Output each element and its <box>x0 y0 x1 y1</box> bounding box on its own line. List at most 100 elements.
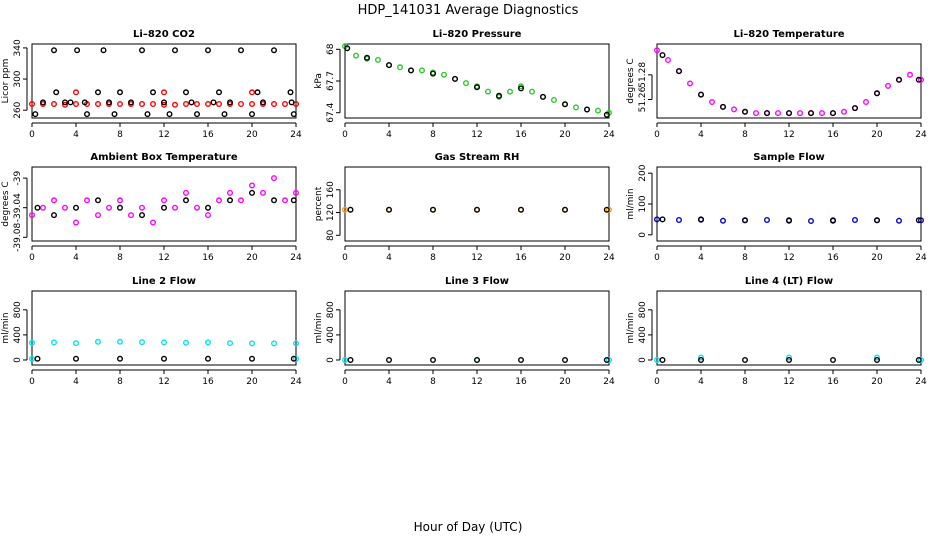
x-tick-label: 12 <box>158 130 169 140</box>
data-point-raw <box>918 76 925 83</box>
x-tick-label: 16 <box>515 253 527 263</box>
data-point-average <box>32 111 39 118</box>
data-point-average <box>40 99 47 106</box>
plot-frame <box>344 166 610 242</box>
data-point-average <box>260 99 267 106</box>
data-point-raw <box>419 67 426 74</box>
x-tick-label: 16 <box>202 130 214 140</box>
x-tick-label: 20 <box>871 130 883 140</box>
data-point-raw <box>293 355 300 362</box>
y-tick-label: 100 <box>638 195 648 212</box>
x-tick-label: 4 <box>698 377 704 387</box>
data-point-raw <box>62 101 69 108</box>
data-point-raw <box>149 219 156 226</box>
data-point-average <box>138 47 145 54</box>
x-tick-label: 16 <box>202 377 214 387</box>
data-point-raw <box>687 80 694 87</box>
data-point-raw <box>342 357 349 364</box>
data-point-raw <box>573 104 580 111</box>
x-tick-label: 8 <box>117 130 123 140</box>
panel-title: Li–820 Pressure <box>433 29 522 40</box>
data-point-average <box>742 108 749 115</box>
y-tick-label: -39.04 <box>13 193 23 222</box>
y-tick-label: 67.7 <box>326 71 336 91</box>
x-tick-label: 16 <box>827 253 839 263</box>
x-tick-label: 24 <box>603 377 615 387</box>
y-tick-label: -39 <box>13 170 23 185</box>
data-point-average <box>34 204 41 211</box>
y-tick-label: 200 <box>638 164 648 181</box>
data-point-raw <box>160 89 167 96</box>
data-point-raw <box>709 98 716 105</box>
data-point-average <box>94 89 101 96</box>
chart-panel-2: Li–820 Temperature 0 4 8 12 16 20 24 51.2651.28d… <box>626 29 927 140</box>
plot-frame <box>31 290 297 366</box>
data-point-average <box>474 84 481 91</box>
data-point-raw <box>105 204 112 211</box>
data-point-raw <box>138 100 145 107</box>
data-point-average <box>603 206 610 213</box>
data-point-average <box>452 75 459 82</box>
data-point-average <box>111 111 118 118</box>
data-point-raw <box>248 89 255 96</box>
y-tick-label: 51.26 <box>638 86 648 112</box>
x-tick-label: 24 <box>603 253 615 263</box>
x-tick-label: 0 <box>29 130 35 140</box>
data-point-raw <box>507 88 514 95</box>
panel-title: Gas Stream RH <box>435 152 520 163</box>
panel-title: Line 4 (LT) Flow <box>745 276 833 287</box>
plot-frame <box>31 166 297 242</box>
data-point-raw <box>204 212 211 219</box>
figure-title: HDP_141031 Average Diagnostics <box>358 3 579 18</box>
data-point-average <box>166 111 173 118</box>
data-point-raw <box>293 340 300 347</box>
data-point-average <box>248 189 255 196</box>
data-point-average <box>271 197 278 204</box>
x-tick-label: 4 <box>73 130 79 140</box>
x-tick-label: 8 <box>117 253 123 263</box>
data-point-average <box>386 206 393 213</box>
data-point-average <box>160 355 167 362</box>
data-point-raw <box>896 217 903 224</box>
data-point-raw <box>397 64 404 71</box>
data-point-raw <box>665 57 672 64</box>
data-point-raw <box>248 100 255 107</box>
data-point-average <box>584 106 591 113</box>
data-point-average <box>116 355 123 362</box>
data-point-average <box>915 217 922 224</box>
data-point-raw <box>720 217 727 224</box>
data-point-raw <box>182 100 189 107</box>
data-point-raw <box>753 110 760 117</box>
x-tick-label: 24 <box>290 377 302 387</box>
data-point-average <box>94 197 101 204</box>
panel-title: Sample Flow <box>753 152 825 163</box>
x-tick-label: 0 <box>29 377 35 387</box>
y-tick-label: 340 <box>13 39 23 56</box>
data-point-average <box>474 357 481 364</box>
data-point-average <box>149 89 156 96</box>
data-point-average <box>34 355 41 362</box>
data-point-raw <box>698 354 705 361</box>
data-point-raw <box>51 100 58 107</box>
data-point-average <box>67 99 74 106</box>
data-point-raw <box>237 100 244 107</box>
data-point-raw <box>808 217 815 224</box>
data-point-average <box>62 99 69 106</box>
data-point-raw <box>654 216 661 223</box>
y-tick-label: 400 <box>13 326 23 343</box>
x-tick-label: 20 <box>559 377 571 387</box>
data-point-raw <box>529 88 536 95</box>
data-point-raw <box>193 204 200 211</box>
data-point-average <box>830 110 837 117</box>
panel-title: Line 3 Flow <box>445 276 509 287</box>
data-point-average <box>100 47 107 54</box>
data-point-average <box>720 103 727 110</box>
data-point-raw <box>29 212 36 219</box>
data-point-raw <box>237 197 244 204</box>
data-point-raw <box>595 107 602 114</box>
data-point-average <box>193 111 200 118</box>
plot-frame <box>31 43 297 119</box>
data-point-raw <box>342 206 349 213</box>
